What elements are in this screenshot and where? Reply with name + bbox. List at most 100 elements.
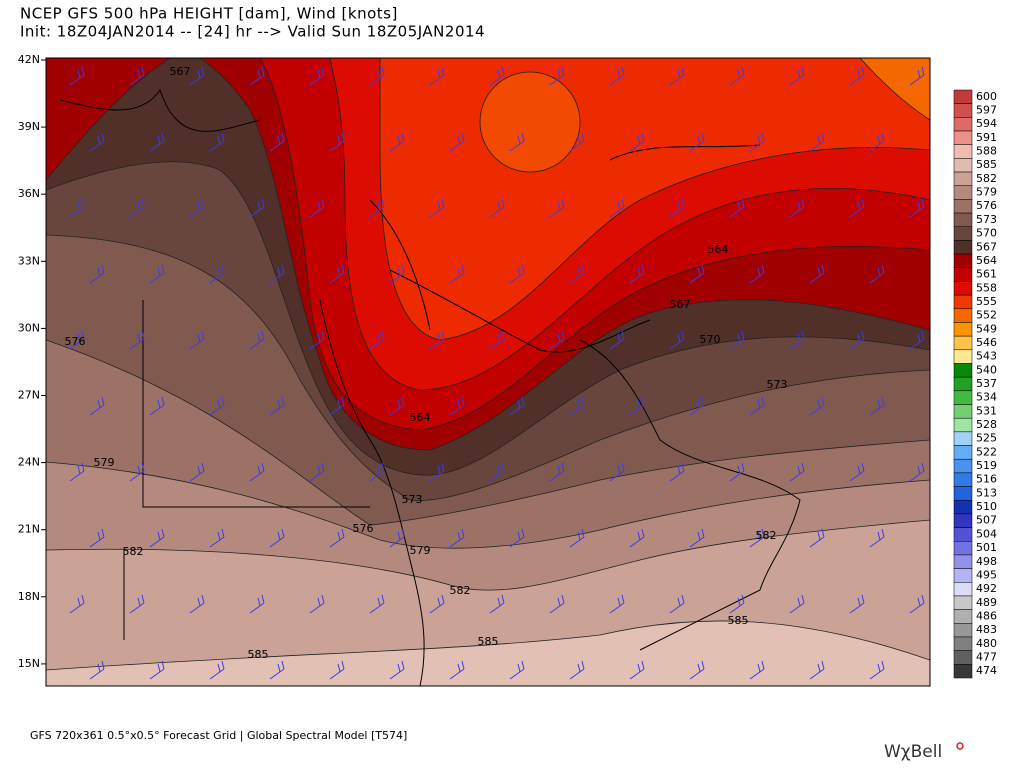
wind-barb xyxy=(909,66,925,86)
wind-barb xyxy=(909,330,925,350)
wind-barb xyxy=(809,528,825,548)
colorbar-label: 486 xyxy=(976,609,997,622)
wind-barb xyxy=(609,462,625,482)
wind-barb xyxy=(569,264,585,284)
wind-barb xyxy=(369,66,385,86)
wind-barb xyxy=(789,330,805,350)
wind-barb xyxy=(369,462,385,482)
colorbar-swatch xyxy=(953,89,973,104)
wind-barb xyxy=(389,528,405,548)
wind-barb xyxy=(569,396,585,416)
colorbar-label: 567 xyxy=(976,240,997,253)
wind-barb xyxy=(609,330,625,350)
wind-barb xyxy=(689,660,705,680)
contour-label: 582 xyxy=(450,584,471,597)
colorbar-swatch xyxy=(953,226,973,241)
colorbar-swatch xyxy=(953,212,973,227)
wind-barb xyxy=(129,330,145,350)
wind-barb xyxy=(69,330,85,350)
title: NCEP GFS 500 hPa HEIGHT [dam], Wind [kno… xyxy=(20,5,398,23)
wind-barb xyxy=(449,264,465,284)
wind-barb xyxy=(929,282,930,283)
colorbar-label: 546 xyxy=(976,336,997,349)
wind-barb xyxy=(89,264,105,284)
colorbar-label: 558 xyxy=(976,281,997,294)
wind-barb xyxy=(269,264,285,284)
wind-barb xyxy=(809,396,825,416)
wind-barb xyxy=(369,198,385,218)
contour-label: 564 xyxy=(708,243,729,256)
wind-barb xyxy=(489,198,505,218)
wind-barb xyxy=(429,330,445,350)
colorbar-swatch xyxy=(953,417,973,433)
lat-label: 21N xyxy=(18,523,40,536)
wind-barb xyxy=(129,198,145,218)
wind-barb xyxy=(309,198,325,218)
colorbar-swatch xyxy=(953,294,973,310)
wind-barb xyxy=(789,594,805,614)
colorbar-swatch xyxy=(953,582,973,597)
border xyxy=(142,300,370,508)
wind-barb xyxy=(689,528,705,548)
colorbar-label: 561 xyxy=(976,268,997,281)
wind-barb xyxy=(269,132,285,152)
colorbar-swatch xyxy=(953,445,973,460)
contour-label: 582 xyxy=(123,545,144,558)
wind-barb xyxy=(249,462,265,482)
wind-barb xyxy=(129,594,145,614)
contour-label: 576 xyxy=(65,335,86,348)
band xyxy=(46,58,171,181)
wind-barb xyxy=(909,198,925,218)
coastline xyxy=(579,339,801,651)
colorbar-swatch xyxy=(953,335,973,351)
colorbar-swatch xyxy=(953,486,973,501)
wind-barb xyxy=(729,330,745,350)
contour-label: 576 xyxy=(353,522,374,535)
colorbar-swatch xyxy=(953,322,973,337)
colorbar-label: 537 xyxy=(976,377,997,390)
colorbar-swatch xyxy=(953,171,973,186)
wind-barb xyxy=(509,264,525,284)
wind-barb xyxy=(369,330,385,350)
wind-barb xyxy=(669,66,685,86)
wind-barb xyxy=(749,660,765,680)
colorbar-swatch xyxy=(953,664,973,679)
wind-barb xyxy=(549,594,565,614)
colorbar-label: 483 xyxy=(976,623,997,636)
colorbar-label: 528 xyxy=(976,418,997,431)
colorbar-label: 516 xyxy=(976,473,997,486)
coastline xyxy=(59,88,261,132)
colorbar-label: 510 xyxy=(976,500,997,513)
wind-barb xyxy=(249,330,265,350)
colorbar-swatch xyxy=(953,185,973,200)
colorbar-swatch xyxy=(953,158,973,173)
colorbar-swatch xyxy=(953,240,973,255)
wind-barb xyxy=(749,264,765,284)
colorbar-swatch xyxy=(953,458,973,474)
colorbar-label: 495 xyxy=(976,568,997,581)
wind-barb xyxy=(309,330,325,350)
wind-barb xyxy=(549,330,565,350)
wind-barb xyxy=(509,396,525,416)
contour-label: 564 xyxy=(410,411,431,424)
wind-barb xyxy=(69,198,85,218)
wind-barb xyxy=(489,462,505,482)
wind-barb xyxy=(429,198,445,218)
colorbar-label: 579 xyxy=(976,186,997,199)
colorbar-swatch xyxy=(953,404,973,419)
colorbar-label: 504 xyxy=(976,527,997,540)
lat-label: 27N xyxy=(18,389,40,402)
colorbar-swatch xyxy=(953,554,973,569)
wind-barb xyxy=(729,594,745,614)
wind-barb xyxy=(869,660,885,680)
wind-barb xyxy=(449,396,465,416)
colorbar-swatch xyxy=(953,199,973,214)
colorbar-swatch xyxy=(953,513,973,528)
wind-barb xyxy=(209,396,225,416)
wind-barb xyxy=(909,594,925,614)
wind-barb xyxy=(329,132,345,152)
logo-dot xyxy=(956,742,964,750)
wind-barb xyxy=(609,198,625,218)
contour-label: 585 xyxy=(248,648,269,661)
colorbar-swatch xyxy=(953,650,973,665)
